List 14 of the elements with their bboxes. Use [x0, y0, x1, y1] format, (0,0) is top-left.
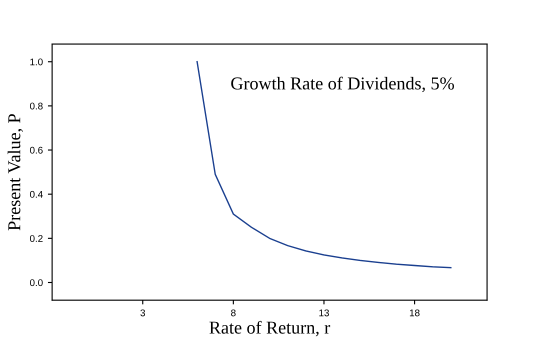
x-tick-label: 3 [140, 309, 146, 316]
y-tick-label: 0.0 [30, 279, 43, 286]
line-series [196, 61, 452, 268]
y-tick-label: 0.8 [30, 102, 43, 110]
y-tick-label: 1.0 [30, 58, 43, 66]
x-axis-title: Rate of Return, r [209, 320, 330, 336]
y-tick-label: 0.6 [30, 146, 43, 154]
y-tick-label: 0.4 [30, 190, 43, 198]
annotation: Growth Rate of Dividends, 5% [231, 76, 454, 92]
x-tick-label: 18 [410, 309, 420, 316]
y-tick-label: 0.2 [30, 235, 43, 242]
x-tick-label: 8 [231, 309, 236, 316]
y-axis-title: Present Value, P [8, 114, 23, 230]
x-tick-label: 13 [319, 309, 329, 316]
